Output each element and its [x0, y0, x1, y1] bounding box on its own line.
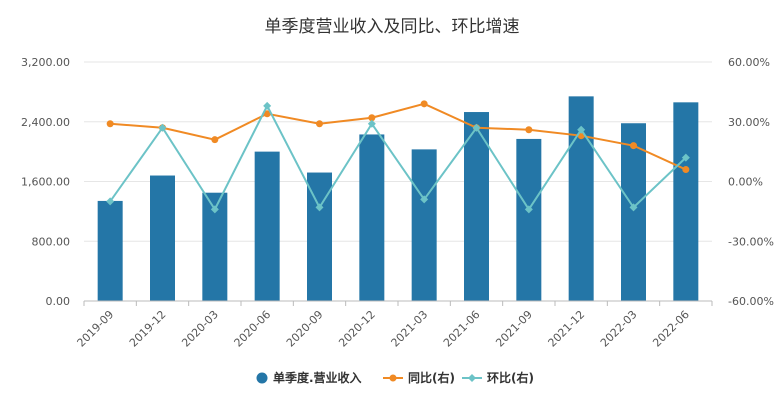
x-tick-label: 2021-06 [441, 308, 483, 350]
line-series [106, 100, 690, 214]
x-tick-label: 2021-12 [546, 308, 588, 350]
bar [97, 200, 123, 301]
line-path [110, 102, 687, 171]
y-right-tick-label: -60.00% [728, 295, 774, 308]
x-tick-label: 2020-09 [284, 308, 326, 350]
x-tick-label: 2020-12 [336, 308, 378, 350]
data-point [681, 153, 690, 162]
data-point [577, 125, 586, 134]
data-point [682, 166, 690, 174]
data-point [629, 203, 638, 212]
data-point [158, 123, 167, 132]
data-point [210, 205, 219, 214]
data-point [316, 120, 323, 128]
bar [621, 123, 646, 302]
legend: 单季度.营业收入 同比(右) 环比(右) [256, 370, 534, 385]
legend-label: 同比(右) [408, 370, 455, 385]
bar [516, 138, 542, 301]
bar-series [97, 96, 699, 302]
x-tick-label: 2020-06 [232, 308, 274, 350]
x-tick-label: 2019-09 [75, 308, 117, 350]
data-point [472, 123, 481, 132]
bar [254, 151, 280, 301]
y-right-tick-label: 0.00% [728, 176, 763, 189]
data-point [106, 197, 115, 206]
y-left-tick-label: 800.00 [32, 235, 71, 248]
bar [464, 112, 489, 302]
bar [411, 149, 437, 301]
data-point [263, 101, 272, 110]
data-point [315, 203, 324, 212]
y-left-tick-label: 1,600.00 [21, 176, 70, 189]
x-tick-label: 2021-03 [389, 308, 431, 350]
grid-lines [84, 61, 712, 302]
x-tick-label: 2020-03 [179, 308, 221, 350]
y-right-tick-label: 30.00% [728, 116, 770, 129]
y-left-tick-label: 2,400.00 [21, 116, 70, 129]
bar [673, 102, 699, 301]
legend-label: 环比(右) [487, 370, 534, 385]
x-tick-label: 2019-12 [127, 308, 169, 350]
x-tick-label: 2021-09 [493, 308, 535, 350]
bar [150, 175, 175, 301]
data-point [524, 205, 533, 214]
data-point [211, 136, 219, 144]
y-left-tick-label: 0.00 [46, 295, 71, 308]
legend-marker-point [389, 374, 397, 382]
data-point [106, 120, 114, 128]
legend-marker-bar [256, 372, 268, 384]
legend-marker-point [468, 374, 476, 382]
data-point [420, 195, 429, 204]
axes: 0.00 -60.00% 800.00 -30.00% 1,600.00 0.00% 2,4… [21, 56, 774, 350]
x-tick-label: 2022-06 [650, 308, 692, 350]
bar [359, 134, 385, 301]
data-point [525, 126, 533, 134]
legend-label: 单季度.营业收入 [273, 370, 362, 385]
y-left-tick-label: 3,200.00 [21, 56, 70, 69]
data-point [367, 119, 376, 128]
x-tick-label: 2022-03 [598, 308, 640, 350]
chart-title: 单季度营业收入及同比、环比增速 [265, 17, 520, 37]
data-point [368, 114, 376, 122]
data-point [630, 142, 637, 150]
y-right-tick-label: -30.00% [728, 235, 774, 248]
line-path [109, 103, 687, 212]
data-point [420, 100, 428, 108]
y-right-tick-label: 60.00% [728, 56, 770, 69]
data-point [263, 110, 271, 118]
